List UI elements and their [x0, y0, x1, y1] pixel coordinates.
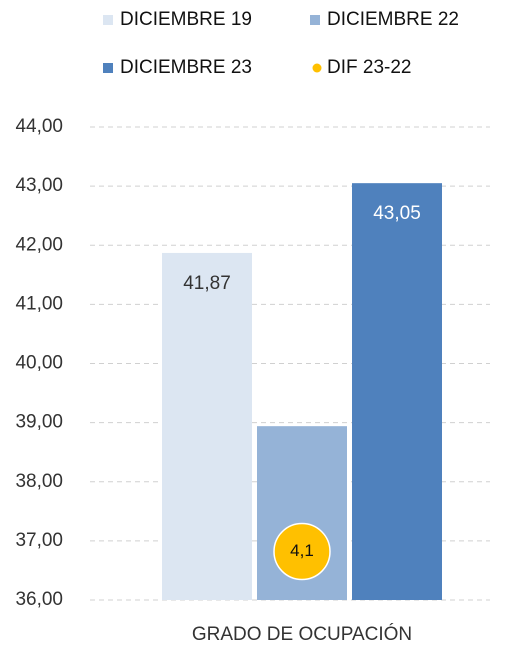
y-tick-label: 36,00 — [15, 589, 63, 610]
dif-marker — [273, 522, 331, 581]
bar — [352, 183, 442, 600]
y-tick-label: 43,00 — [15, 175, 63, 196]
data-label: 4,1 — [290, 541, 314, 560]
legend-marker — [310, 15, 320, 25]
y-tick-label: 37,00 — [15, 530, 63, 551]
legend-label: DICIEMBRE 23 — [120, 57, 252, 78]
data-label: 41,87 — [183, 273, 231, 294]
data-label: 43,05 — [373, 203, 421, 224]
legend-marker — [103, 63, 113, 73]
y-tick-label: 38,00 — [15, 471, 63, 492]
legend-label: DICIEMBRE 22 — [327, 9, 459, 30]
legend-label: DIF 23-22 — [327, 57, 411, 78]
y-tick-label: 39,00 — [15, 412, 63, 433]
legend-marker — [103, 15, 113, 25]
legend-label: DICIEMBRE 19 — [120, 9, 252, 30]
y-tick-label: 42,00 — [15, 234, 63, 255]
x-tick-label: GRADO DE OCUPACIÓN — [192, 623, 412, 645]
bar — [162, 252, 252, 600]
legend-marker — [312, 63, 322, 73]
y-tick-label: 44,00 — [15, 116, 63, 137]
y-tick-label: 40,00 — [15, 353, 63, 374]
y-tick-label: 41,00 — [15, 293, 63, 314]
